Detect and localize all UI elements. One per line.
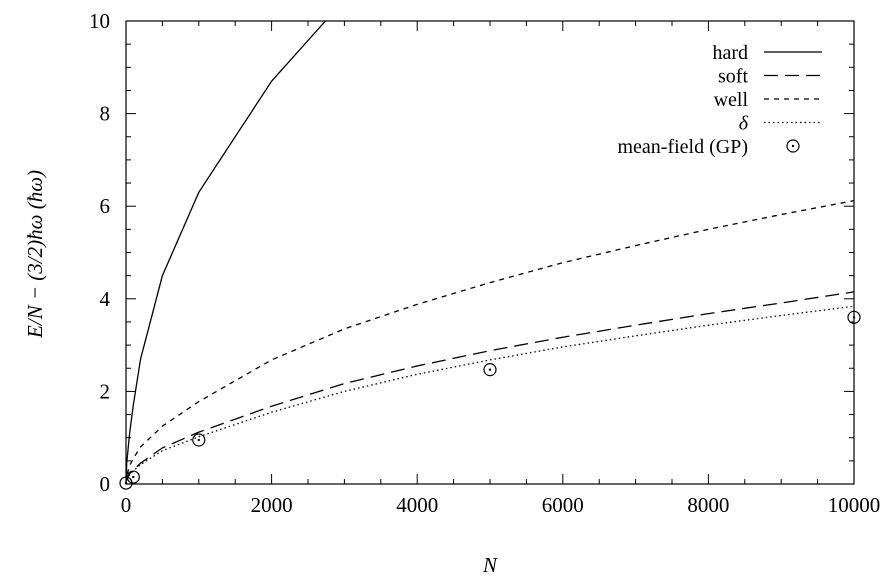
y-axis-label: E/N − (3/2)ħω (ħω)	[23, 170, 47, 339]
series-line-short-dash	[126, 200, 854, 484]
x-tick-label: 2000	[251, 493, 293, 517]
x-tick-label: 10000	[828, 493, 881, 517]
legend-label: soft	[718, 66, 748, 88]
x-tick-label: 4000	[396, 493, 438, 517]
gp-marker-dot	[124, 481, 128, 485]
x-axis-ticks: 0 2000 4000 6000 8000 10000	[121, 21, 881, 517]
series-line-dotted	[126, 305, 854, 484]
legend-label: δ	[739, 113, 749, 135]
series-line-long-dash	[126, 291, 854, 484]
legend-marker	[786, 139, 800, 153]
gp-marker-dot	[197, 438, 200, 442]
svg-text:E/N − (3/2)ħω (ħω): E/N − (3/2)ħω (ħω)	[23, 170, 47, 339]
series-line-solid	[126, 21, 326, 484]
series-lines	[126, 21, 854, 484]
x-axis-label: N	[482, 553, 498, 577]
gp-markers	[119, 310, 861, 490]
y-tick-label: 4	[100, 287, 111, 311]
gp-marker-dot	[132, 475, 135, 479]
y-axis-ticks: 0 2 4 6 8 10	[89, 9, 854, 496]
gp-marker	[483, 363, 497, 377]
x-tick-label: 8000	[687, 493, 729, 517]
gp-marker	[126, 470, 140, 484]
x-tick-label: 6000	[542, 493, 584, 517]
legend-label: well	[714, 89, 749, 111]
y-tick-label: 8	[100, 102, 111, 126]
y-tick-label: 6	[100, 194, 111, 218]
gp-marker	[192, 433, 206, 447]
y-tick-label: 2	[100, 379, 111, 403]
y-tick-label: 0	[100, 472, 111, 496]
gp-marker-dot	[488, 368, 492, 371]
gp-marker-dot	[852, 316, 856, 319]
gp-marker	[847, 310, 861, 324]
x-tick-label: 0	[121, 493, 132, 517]
legend-label: hard	[712, 42, 748, 64]
y-tick-label: 10	[89, 9, 110, 33]
legend-label: mean-field (GP)	[617, 136, 748, 158]
legend-marker-dot	[791, 144, 795, 148]
